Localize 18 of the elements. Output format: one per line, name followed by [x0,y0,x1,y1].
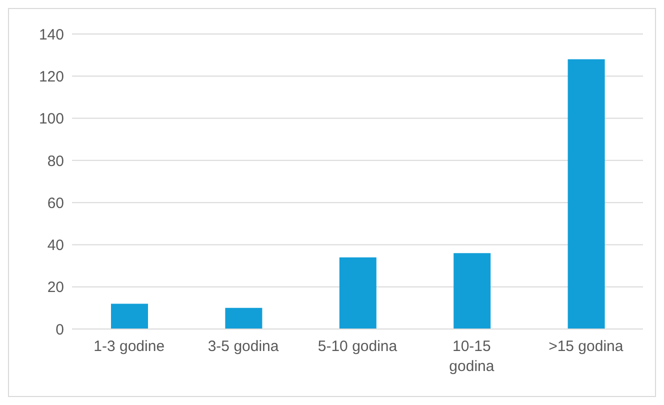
y-tick-label: 80 [47,152,64,170]
y-tick-label: 60 [47,194,64,212]
x-tick-label: 5-10 godina [318,338,398,355]
y-tick-label: 100 [38,110,64,128]
y-tick-label: 140 [38,26,64,44]
y-tick-label: 40 [47,237,64,254]
y-tick-label: 120 [38,68,64,86]
x-tick-label: 1-3 godine [94,338,165,355]
bar [111,304,148,329]
y-tick-label: 20 [47,279,64,296]
x-tick-label: >15 godina [548,338,624,355]
y-tick-label: 0 [56,321,64,338]
bar [339,257,376,329]
bar [454,253,491,329]
bar [568,59,605,329]
x-tick-label: 10-15 godina [449,338,495,375]
x-tick-label: 3-5 godina [208,338,280,355]
bar [225,308,262,329]
